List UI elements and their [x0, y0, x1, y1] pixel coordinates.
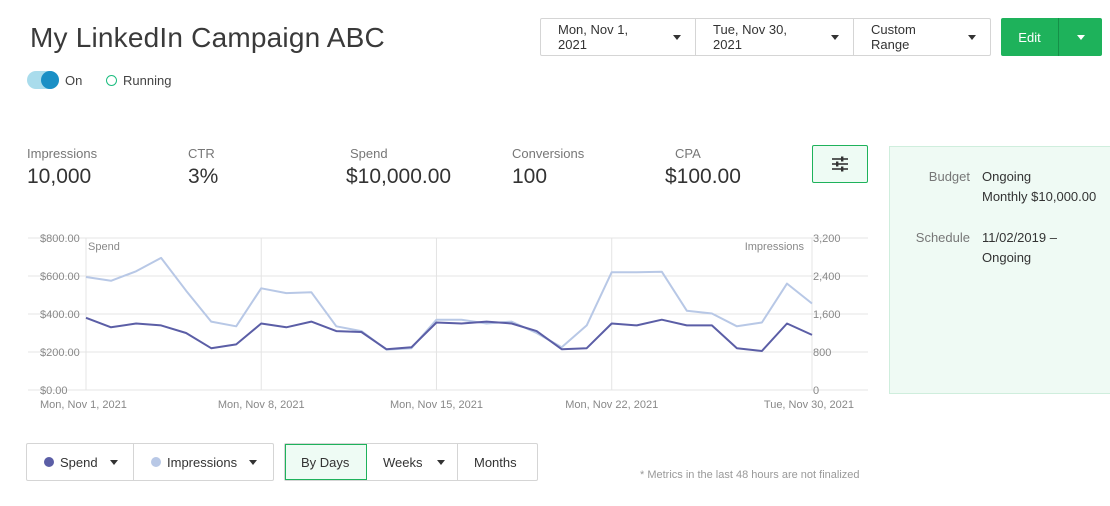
chevron-down-icon	[1076, 34, 1085, 40]
x-tick-label: Tue, Nov 30, 2021	[764, 399, 854, 411]
chevron-down-icon	[673, 34, 681, 40]
metric-value: 100	[512, 165, 548, 188]
metric-value: $10,000.00	[346, 165, 452, 188]
impressions-series-line	[85, 256, 813, 351]
months-button[interactable]: Months	[474, 454, 517, 470]
chevron-down-icon	[831, 34, 839, 40]
metric-label: Spend	[350, 146, 388, 161]
by-days-button[interactable]: By Days	[285, 444, 367, 480]
budget-amount-row: Monthly $10,000.00	[982, 187, 1096, 207]
y-left-tick-label: $200.00	[40, 347, 80, 359]
sliders-icon	[832, 156, 848, 172]
chart-settings-button[interactable]	[812, 145, 868, 183]
spend-series-dropdown[interactable]: Spend	[27, 444, 134, 480]
metrics-footnote: * Metrics in the last 48 hours are not f…	[640, 469, 860, 481]
schedule-label: Schedule	[915, 230, 970, 245]
chevron-down-icon	[436, 459, 445, 465]
metric-label: CPA	[675, 146, 701, 161]
y-left-axis-label: Spend	[88, 241, 120, 253]
y-left-tick-label: $400.00	[40, 309, 80, 321]
performance-chart: $800.00 3,200 $600.00 2,400 $400.00 1,600 $200…	[28, 233, 868, 411]
chart-grid	[28, 237, 868, 391]
status-toggle[interactable]	[27, 71, 59, 89]
metric-value: 3%	[188, 165, 219, 188]
start-date-dropdown[interactable]: Mon, Nov 1, 2021	[541, 19, 696, 55]
metric-label: Conversions	[512, 146, 585, 161]
metric-conversions: Conversions 100	[512, 146, 584, 189]
range-preset-dropdown[interactable]: Custom Range	[854, 19, 990, 55]
chevron-down-icon	[968, 34, 976, 40]
x-tick-label: Mon, Nov 15, 2021	[390, 399, 483, 411]
impressions-series-label: Impressions	[167, 454, 238, 470]
schedule-value-end: Ongoing	[982, 250, 1032, 265]
metric-label: Impressions	[27, 146, 98, 161]
budget-type: Ongoing	[982, 169, 1032, 184]
toggle-label: On	[65, 73, 83, 88]
chart-series	[85, 256, 813, 352]
budget-label: Budget	[928, 169, 970, 184]
y-left-tick-label: $0.00	[40, 385, 68, 397]
edit-options-button[interactable]	[1058, 18, 1102, 56]
spend-series-label: Spend	[60, 454, 98, 470]
impressions-legend-dot	[151, 457, 161, 467]
y-left-tick-label: $600.00	[40, 271, 80, 283]
metric-value: 10,000	[27, 165, 92, 188]
running-status-icon	[106, 75, 117, 86]
toggle-knob	[41, 71, 59, 89]
campaign-details-panel: Budget Ongoing Monthly $10,000.00 Schedu…	[889, 146, 1110, 394]
metric-value: $100.00	[665, 165, 741, 188]
metric-spend: Spend $10,000.00	[346, 146, 451, 189]
y-right-tick-label: 800	[813, 347, 831, 359]
x-tick-label: Mon, Nov 8, 2021	[218, 399, 305, 411]
metric-ctr: CTR 3%	[188, 146, 218, 189]
y-right-tick-label: 0	[813, 385, 819, 397]
series-selector: Spend Impressions	[26, 443, 274, 481]
chevron-down-icon	[109, 459, 118, 465]
budget-amount: $10,000.00	[1031, 189, 1097, 204]
impressions-series-dropdown[interactable]: Impressions	[134, 444, 273, 480]
metric-impressions: Impressions 10,000	[27, 146, 97, 189]
range-preset-label: Custom Range	[871, 22, 916, 52]
status-label: Running	[123, 73, 172, 88]
period-selector: By Days Weeks Months	[284, 443, 538, 481]
weeks-dropdown[interactable]: Weeks	[367, 444, 458, 480]
date-range-picker: Mon, Nov 1, 2021 Tue, Nov 30, 2021 Custo…	[540, 18, 991, 56]
metric-cpa: CPA $100.00	[665, 146, 741, 189]
chart-axis-labels: $800.00 3,200 $600.00 2,400 $400.00 1,600 $200…	[40, 233, 854, 411]
x-tick-label: Mon, Nov 1, 2021	[40, 399, 127, 411]
budget-period: Monthly	[982, 189, 1028, 204]
end-date-dropdown[interactable]: Tue, Nov 30, 2021	[696, 19, 854, 55]
edit-button[interactable]: Edit	[1001, 18, 1058, 56]
y-left-tick-label: $800.00	[40, 233, 80, 245]
edit-split-button: Edit	[1001, 18, 1102, 56]
y-right-tick-label: 2,400	[813, 271, 841, 283]
spend-series-line	[85, 316, 813, 352]
metric-label: CTR	[188, 146, 215, 161]
x-tick-label: Mon, Nov 22, 2021	[565, 399, 658, 411]
end-date-label: Tue, Nov 30, 2021	[713, 22, 787, 52]
schedule-value: 11/02/2019 –	[982, 230, 1057, 245]
start-date-label: Mon, Nov 1, 2021	[558, 22, 629, 52]
page-title: My LinkedIn Campaign ABC	[30, 22, 385, 53]
spend-legend-dot	[44, 457, 54, 467]
y-right-axis-label: Impressions	[745, 241, 805, 253]
y-right-tick-label: 3,200	[813, 233, 841, 245]
chevron-down-icon	[249, 459, 258, 465]
weeks-label: Weeks	[383, 454, 423, 470]
y-right-tick-label: 1,600	[813, 309, 841, 321]
